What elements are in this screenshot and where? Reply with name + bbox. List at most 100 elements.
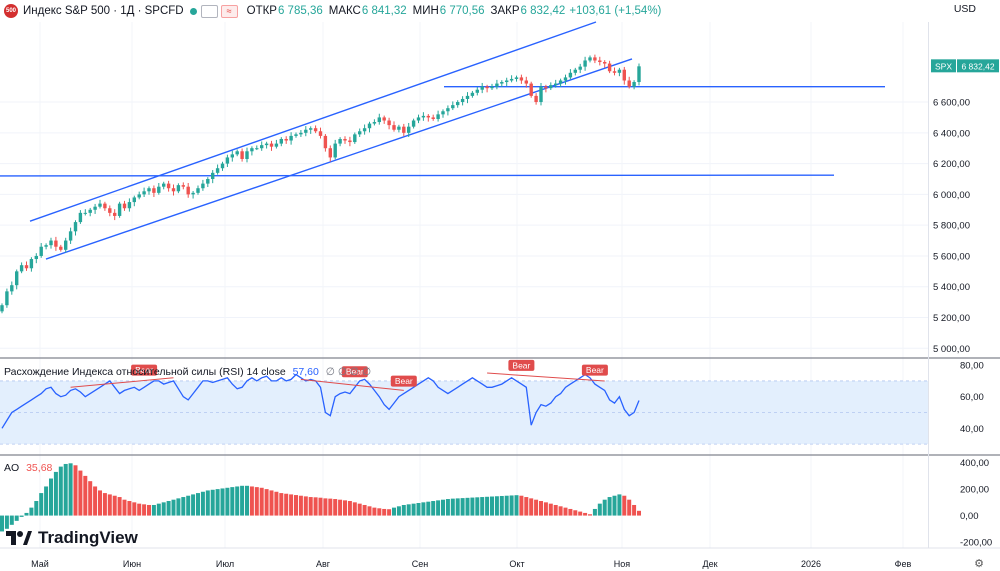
candle[interactable]: [59, 244, 63, 252]
rsi-line[interactable]: [1, 373, 640, 429]
candle[interactable]: [593, 54, 597, 64]
channel-lower-line[interactable]: [45, 58, 633, 260]
candle[interactable]: [260, 141, 264, 151]
candle[interactable]: [10, 281, 14, 295]
candle[interactable]: [64, 237, 68, 253]
candle[interactable]: [529, 81, 533, 98]
ao-legend[interactable]: AO 35,68: [4, 462, 52, 474]
candle[interactable]: [73, 220, 78, 236]
candle[interactable]: [539, 82, 543, 106]
candle[interactable]: [588, 55, 592, 63]
candle[interactable]: [240, 148, 244, 162]
candle[interactable]: [612, 67, 617, 76]
candle[interactable]: [235, 149, 239, 157]
candle[interactable]: [196, 185, 200, 195]
candle[interactable]: [255, 145, 259, 151]
candle[interactable]: [250, 146, 254, 156]
candle[interactable]: [372, 119, 377, 126]
approx-icon[interactable]: ≈: [220, 4, 238, 18]
candle[interactable]: [475, 86, 479, 96]
candle[interactable]: [509, 75, 514, 83]
candle[interactable]: [289, 132, 293, 145]
candle[interactable]: [402, 123, 406, 137]
candle[interactable]: [534, 93, 538, 105]
candle[interactable]: [15, 269, 19, 290]
candle[interactable]: [392, 121, 396, 132]
candle[interactable]: [206, 177, 210, 187]
candle[interactable]: [132, 195, 136, 207]
candle[interactable]: [524, 76, 528, 88]
candle[interactable]: [176, 183, 181, 194]
candle[interactable]: [5, 288, 9, 308]
candle[interactable]: [294, 132, 298, 138]
candle[interactable]: [211, 170, 215, 184]
candle[interactable]: [617, 67, 622, 77]
candle[interactable]: [333, 139, 337, 160]
candle[interactable]: [490, 83, 494, 91]
candle[interactable]: [113, 209, 117, 221]
candle[interactable]: [632, 80, 636, 90]
candle[interactable]: [171, 184, 176, 196]
candle[interactable]: [318, 127, 323, 139]
candle[interactable]: [382, 115, 386, 124]
bear-label[interactable]: Bear: [581, 364, 608, 376]
candle[interactable]: [583, 56, 587, 71]
candle[interactable]: [166, 180, 171, 192]
candle[interactable]: [495, 79, 499, 90]
candle[interactable]: [573, 67, 577, 76]
tradingview-logo[interactable]: TradingView: [6, 528, 138, 548]
candle[interactable]: [485, 84, 489, 93]
candle[interactable]: [83, 209, 87, 216]
candle[interactable]: [426, 114, 430, 122]
candle[interactable]: [88, 207, 92, 217]
candle[interactable]: [431, 114, 435, 121]
symbol-header[interactable]: 500 Индекс S&P 500 · 1Д · SPCFD ≈ ОТКР 6…: [4, 3, 661, 19]
candle[interactable]: [152, 185, 156, 198]
candle[interactable]: [554, 79, 558, 88]
candle[interactable]: [304, 126, 308, 137]
last-price-tag[interactable]: SPX 6 832,42: [931, 59, 999, 73]
candle[interactable]: [568, 69, 573, 80]
candle[interactable]: [29, 257, 34, 272]
candle[interactable]: [627, 76, 631, 89]
candle[interactable]: [436, 110, 440, 122]
candle[interactable]: [245, 147, 249, 163]
candle[interactable]: [421, 112, 426, 121]
candle[interactable]: [519, 74, 524, 84]
candle[interactable]: [157, 182, 161, 195]
candle[interactable]: [269, 140, 274, 151]
candle[interactable]: [323, 134, 328, 152]
candle[interactable]: [122, 200, 127, 211]
candle[interactable]: [24, 261, 29, 271]
candle[interactable]: [103, 201, 107, 211]
candle[interactable]: [142, 187, 146, 198]
candle[interactable]: [328, 145, 332, 162]
candle[interactable]: [460, 96, 465, 106]
candle[interactable]: [607, 60, 612, 74]
candle[interactable]: [215, 164, 220, 175]
channel-upper-line[interactable]: [29, 21, 597, 222]
candle[interactable]: [470, 90, 475, 98]
candle[interactable]: [34, 253, 38, 264]
candle[interactable]: [622, 66, 626, 85]
candle[interactable]: [598, 56, 602, 66]
candle[interactable]: [68, 227, 73, 244]
symbol-title[interactable]: Индекс S&P 500 · 1Д · SPCFD: [23, 5, 184, 17]
candle[interactable]: [54, 236, 58, 251]
candle[interactable]: [284, 136, 288, 144]
rsi-legend[interactable]: Расхождение Индекса относительной силы (…: [4, 366, 371, 378]
candle[interactable]: [147, 186, 151, 195]
candle[interactable]: [191, 191, 195, 199]
candle[interactable]: [230, 150, 234, 162]
candle[interactable]: [162, 181, 166, 190]
candle[interactable]: [201, 179, 205, 191]
candle[interactable]: [514, 75, 519, 82]
candle[interactable]: [544, 84, 548, 93]
bear-label[interactable]: Bear: [508, 359, 535, 371]
candle[interactable]: [549, 82, 553, 91]
bear-label[interactable]: Bear: [390, 375, 417, 387]
candle[interactable]: [309, 126, 313, 134]
candle[interactable]: [44, 243, 48, 250]
candle[interactable]: [397, 124, 401, 133]
